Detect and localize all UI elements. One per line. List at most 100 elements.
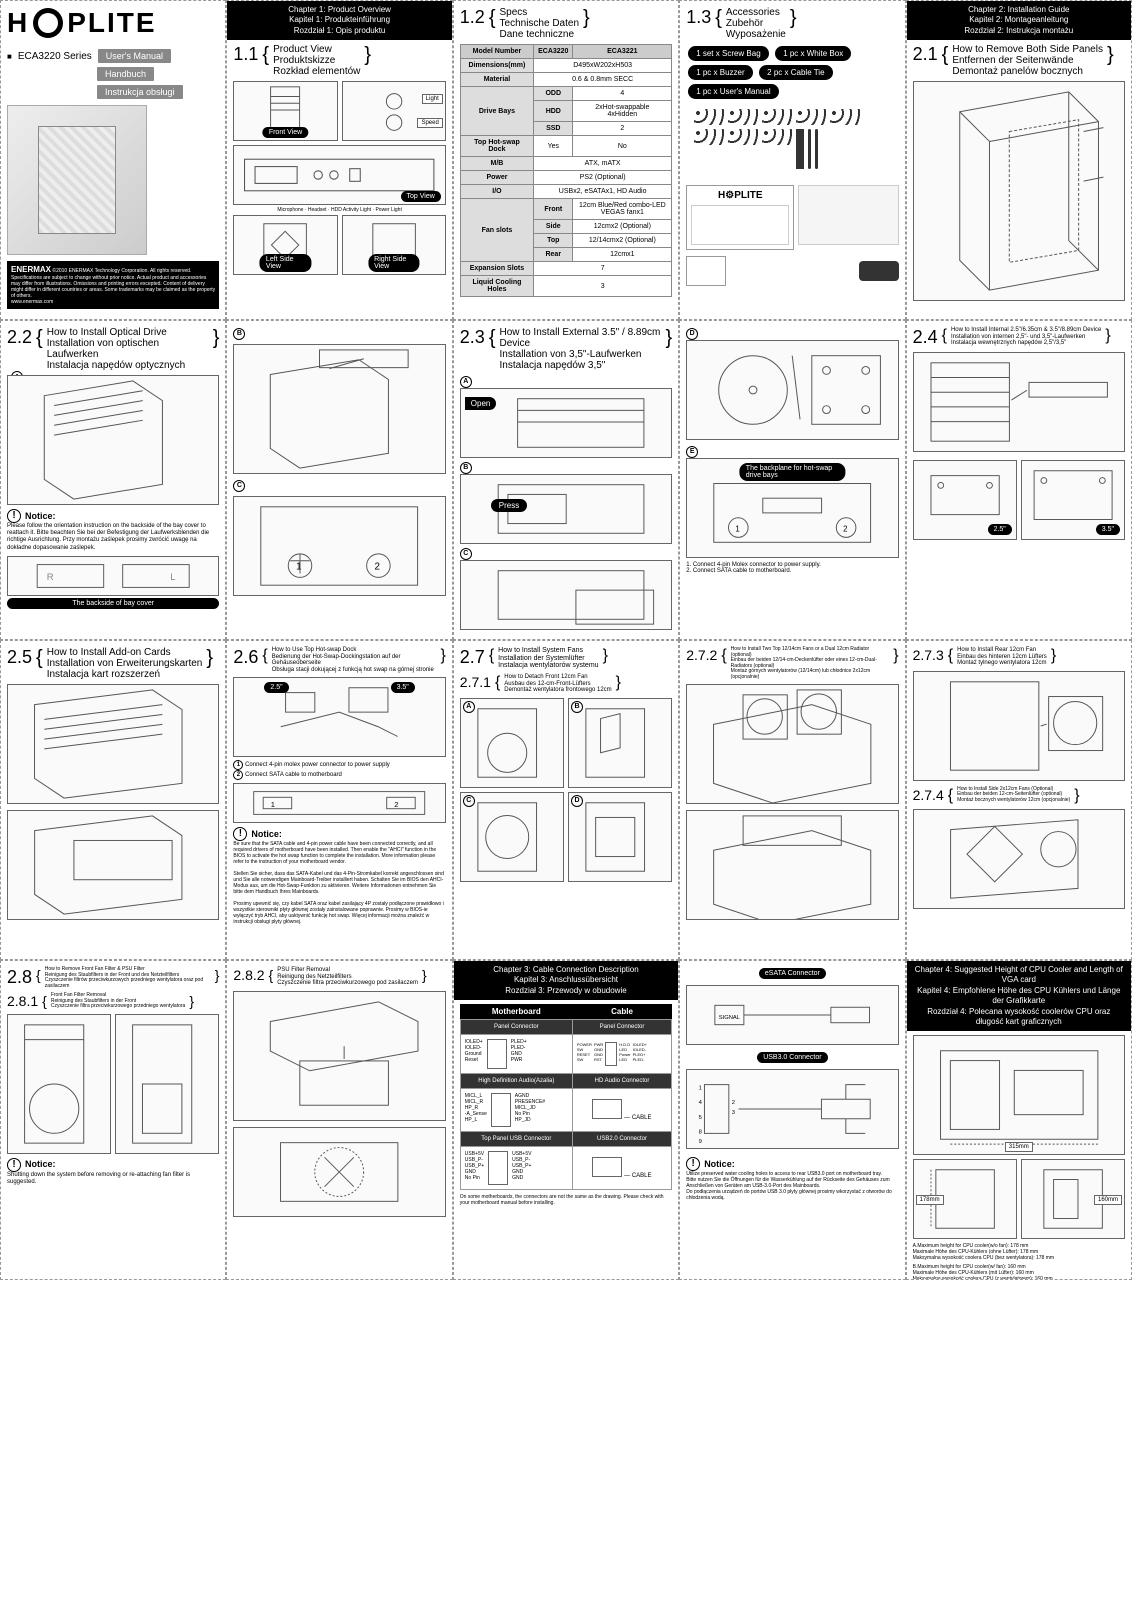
svg-text:5: 5 [699, 1115, 702, 1121]
psu-filter-b [233, 1127, 445, 1217]
svg-text:1: 1 [736, 524, 740, 533]
cover-panel: H PLITE ■ ECA3220 Series User's Manual H… [0, 0, 226, 320]
tag-pl: Instrukcja obsługi [97, 85, 183, 99]
white-box [798, 185, 898, 245]
ext35-e: The backplane for hot-swap drive bays 1 … [686, 458, 898, 558]
spec-table: Model NumberECA3220ECA3221 Dimensions(mm… [460, 44, 672, 297]
screws-illustration [686, 101, 898, 177]
svg-text:L: L [170, 572, 175, 583]
chapter-3-cont: eSATA Connector SIGNAL USB3.0 Connector … [679, 960, 905, 1280]
section-2-8-2: 2.8.2 { PSU Filter RemovalReinigung des … [226, 960, 452, 1280]
series-label: ECA3220 Series [18, 51, 92, 62]
hotswap-pcb: 12 [233, 783, 445, 823]
ch4-height-a: 178mm [913, 1159, 1017, 1239]
fan271-a: A [460, 698, 564, 788]
section-2-3-cont: D E The backplane for hot-swap drive bay… [679, 320, 905, 640]
tag-en: User's Manual [98, 49, 171, 63]
svg-text:2: 2 [375, 561, 380, 572]
ch4-note-a: A.Maximum height for CPU cooler(w/o fan)… [913, 1243, 1125, 1261]
section-1-2: 1.2 { SpecsTechnische DatenDane technicz… [453, 0, 679, 320]
bay-cover-diagram: RL [7, 556, 219, 596]
section-2-1: Chapter 2: Installation Guide Kapitel 2:… [906, 0, 1132, 320]
ch4-height-b: 160mm [1021, 1159, 1125, 1239]
brand: ENERMAX [11, 265, 51, 274]
svg-text:2: 2 [395, 800, 399, 809]
chapter1-header: Chapter 1: Product Overview Kapitel 1: P… [227, 1, 451, 40]
int-25: 2.5" [913, 460, 1017, 540]
ext35-a: Open [460, 388, 672, 458]
addon-b [7, 810, 219, 920]
logo-plite: PLITE [67, 7, 156, 39]
filter-a [7, 1014, 111, 1154]
chapter3-header: Chapter 3: Cable Connection Description … [454, 961, 678, 1000]
section-2-2: 2.2 { How to Install Optical DriveInstal… [0, 320, 226, 640]
section-1-3: 1.3 { AccessoriesZubehörWyposażenie } 1 … [679, 0, 905, 320]
chapter-4: Chapter 4: Suggested Height of CPU Coole… [906, 960, 1132, 1280]
svg-text:1: 1 [271, 800, 275, 809]
svg-text:1: 1 [296, 561, 301, 572]
svg-text:2: 2 [732, 1100, 735, 1106]
section-2-7-3-4: 2.7.3 { How to Install Rear 12cm FanEinb… [906, 640, 1132, 960]
right-view-diagram: Right Side View [342, 215, 446, 275]
chapter-3: Chapter 3: Cable Connection Description … [453, 960, 679, 1280]
ch4-note-b: B.Maximum height for CPU cooler(w/ fan):… [913, 1264, 1125, 1280]
optical-drive-diagram [7, 375, 219, 505]
svg-text:2: 2 [843, 524, 847, 533]
addon-a [7, 684, 219, 804]
website: www.enermax.com [11, 299, 53, 305]
notice-28-text: Shutting down the system before removing… [7, 1172, 219, 1186]
fan271-d: D [568, 792, 672, 882]
gear-icon [33, 8, 63, 38]
hotswap-top: 2.5" 3.5" [233, 677, 445, 757]
section-2-5: 2.5 { How to Install Add-on CardsInstall… [0, 640, 226, 960]
s11-num: 1.1 [233, 44, 258, 65]
buzzer [686, 256, 726, 286]
section-2-8: 2.8 { How to Remove Front Fan Filter & P… [0, 960, 226, 1280]
svg-text:SIGNAL: SIGNAL [719, 1015, 741, 1021]
side-panel-diagram [913, 81, 1125, 301]
filter-b [115, 1014, 219, 1154]
svg-text:4: 4 [699, 1100, 703, 1106]
section-2-4: 2.4 { How to Install Internal 2.5"/6.35c… [906, 320, 1132, 640]
section-2-7: 2.7 { How to Install System FansInstalla… [453, 640, 679, 960]
logo-h: H [7, 7, 29, 39]
svg-text:9: 9 [699, 1139, 702, 1145]
usb30-diagram: 14 58 23 9 [686, 1069, 898, 1149]
ext35-d [686, 340, 898, 440]
notice-cable-text: Utilize preserved water cooling holes to… [686, 1171, 898, 1201]
int-35: 3.5" [1021, 460, 1125, 540]
top-detail-diagram: Light Speed [342, 81, 446, 141]
section-2-6: 2.6 { How to Use Top Hot-swap DockBedien… [226, 640, 452, 960]
manual-thumb: H⚙PLITE [686, 185, 794, 250]
int-drive-a [913, 352, 1125, 452]
side-fan-diagram [913, 809, 1125, 909]
optical-insert-diagram [233, 344, 445, 474]
notice-26-text: Be sure that the SATA cable and 4-pin po… [233, 841, 445, 925]
notice-22-text: Please follow the orientation instructio… [7, 523, 219, 552]
chapter2-header: Chapter 2: Installation Guide Kapitel 2:… [907, 1, 1131, 40]
ext35-c [460, 560, 672, 630]
rear-fan-diagram [913, 671, 1125, 781]
svg-text:1: 1 [699, 1086, 702, 1092]
logo: H PLITE [7, 7, 219, 39]
left-view-diagram: Left Side View [233, 215, 337, 275]
section-1-1: Chapter 1: Product Overview Kapitel 1: P… [226, 0, 452, 320]
front-view-diagram: Front View [233, 81, 337, 141]
esata-diagram: SIGNAL [686, 985, 898, 1045]
accessory-pills: 1 set x Screw Bag 1 pc x White Box 1 pc … [686, 44, 898, 101]
psu-filter-a [233, 991, 445, 1121]
section-2-3: 2.3 { How to Install External 3.5" / 8.8… [453, 320, 679, 640]
ch4-top-view: 315mm 315mm [913, 1035, 1125, 1155]
top-view-diagram: Top View [233, 145, 445, 205]
svg-text:R: R [47, 572, 54, 583]
s12-num: 1.2 [460, 7, 485, 28]
product-photo [7, 105, 147, 255]
chapter4-header: Chapter 4: Suggested Height of CPU Coole… [907, 961, 1131, 1031]
optical-lock-diagram: 12 [233, 496, 445, 596]
s13-num: 1.3 [686, 7, 711, 28]
section-2-7-2: 2.7.2 { How to Install Two Top 12/14cm F… [679, 640, 905, 960]
fan271-b: B [568, 698, 672, 788]
ext35-b: Press [460, 474, 672, 544]
cable-note: On some motherboards, the connectors are… [460, 1194, 672, 1206]
cable-table: MotherboardCable Panel ConnectorPanel Co… [460, 1004, 672, 1190]
